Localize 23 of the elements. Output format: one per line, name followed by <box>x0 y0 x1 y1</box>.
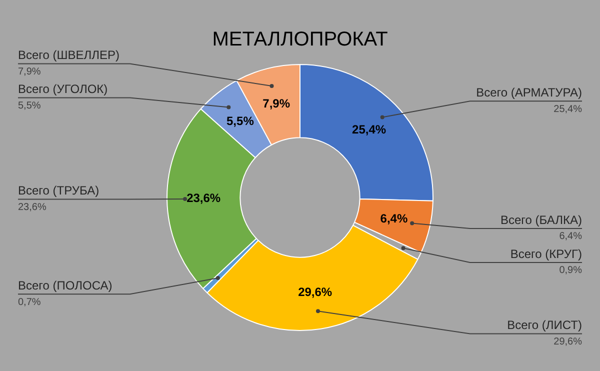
slice-label: Всего (ШВЕЛЛЕР) <box>18 48 120 62</box>
slice-label: Всего (УГОЛОК) <box>18 82 108 96</box>
slice-label: Всего (ЛИСТ) <box>507 318 582 332</box>
text: 6,4% <box>559 231 582 242</box>
slice-label: Всего (АРМАТУРА) <box>476 85 582 100</box>
data-label: 25,4% <box>352 122 386 136</box>
data-label: 0,7% <box>18 296 41 308</box>
text: 25,4% <box>554 104 582 115</box>
chart-title: МЕТАЛЛОПРОКАТ <box>212 28 388 51</box>
data-label: 7,9% <box>262 96 290 110</box>
slice-label: Всего (ТРУБА) <box>18 184 100 198</box>
data-label: 23,6% <box>186 191 221 206</box>
data-label: 29,6% <box>298 285 332 300</box>
slice-label: Всего (БАЛКА) <box>500 212 582 227</box>
text: 7,9% <box>18 66 41 78</box>
slice-label: Всего (ПОЛОСА) <box>18 278 112 292</box>
data-label: 0,9% <box>559 265 582 276</box>
text: 29,6% <box>554 336 582 348</box>
data-label: 6,4% <box>380 211 408 226</box>
text: 5,5% <box>18 100 41 112</box>
slice-label: Всего (КРУГ) <box>510 246 582 261</box>
text: 23,6% <box>18 202 46 213</box>
data-label: 5,5% <box>226 114 254 128</box>
